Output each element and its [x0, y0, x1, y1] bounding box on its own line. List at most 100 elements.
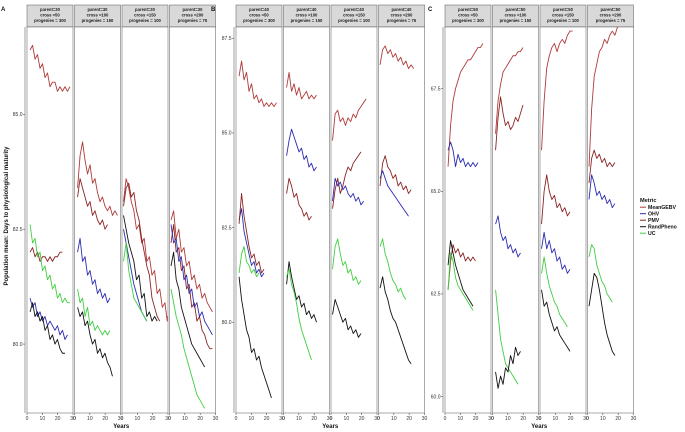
legend-label-uc: UC — [648, 231, 656, 237]
x-tick-label: 0 — [539, 416, 542, 422]
x-tick-label: 10 — [182, 416, 188, 422]
facet-strip-label: cross =50 — [249, 13, 269, 18]
series-line-ohv — [170, 224, 213, 336]
series-line-uc — [170, 288, 206, 409]
facet-strip-label: parent=40 — [297, 7, 318, 12]
x-axis-label: Years — [531, 424, 548, 430]
panel-label: A — [1, 7, 6, 13]
facet-strip-label: cross =200 — [391, 13, 413, 18]
series-line-ohv — [495, 215, 521, 258]
series-line-ohv — [379, 170, 409, 217]
series-line-randpheno — [238, 276, 272, 399]
facet-plot-area — [539, 26, 587, 414]
x-tick-label: 30 — [536, 416, 542, 422]
series-line-pmv — [588, 149, 616, 184]
legend-label-meangebv: MeanGEBV — [648, 205, 677, 211]
series-line-uc — [29, 224, 70, 304]
y-tick-label: 85.0 — [13, 112, 23, 118]
y-tick-label: 82.5 — [222, 225, 232, 231]
series-line-ohv — [541, 231, 571, 274]
facet-strip-label: progenies = 150 — [82, 18, 114, 23]
y-tick-label: 67.5 — [431, 86, 441, 92]
series-line-randpheno — [447, 240, 474, 307]
series-line-randpheno — [123, 215, 158, 322]
legend-label-pmv: PMV — [648, 218, 660, 224]
facet-strip-label: progenies = 75 — [178, 18, 208, 23]
series-line-meangebv — [286, 71, 317, 100]
series-line-meangebv — [238, 60, 277, 107]
series-line-uc — [447, 252, 474, 311]
x-tick-label: 30 — [374, 416, 380, 422]
x-axis-label: Years — [113, 424, 130, 430]
series-line-meangebv — [77, 141, 118, 216]
facet-plot-area — [169, 26, 216, 414]
legend-label-ohv: OHV — [648, 212, 660, 218]
x-tick-label: 20 — [359, 416, 365, 422]
x-tick-label: 10 — [553, 416, 559, 422]
series-line-randpheno — [495, 346, 521, 389]
x-tick-label: 0 — [168, 416, 171, 422]
series-line-uc — [238, 246, 260, 278]
series-line-uc — [77, 288, 111, 336]
facet-strip-label: parent=50 — [601, 7, 622, 12]
x-tick-label: 20 — [568, 416, 574, 422]
series-line-meangebv — [495, 47, 524, 134]
series-line-meangebv — [332, 98, 367, 141]
x-tick-label: 0 — [586, 416, 589, 422]
facet-plot-area — [587, 26, 634, 414]
legend-label-randpheno: RandPheno — [648, 225, 677, 231]
series-line-randpheno — [286, 261, 317, 323]
series-line-randpheno — [588, 272, 616, 356]
x-tick-label: 20 — [406, 416, 412, 422]
series-line-uc — [286, 268, 312, 361]
series-line-uc — [332, 238, 362, 285]
y-tick-label: 60.0 — [431, 394, 441, 400]
series-line-pmv — [170, 224, 213, 350]
x-axis-label: Years — [322, 424, 339, 430]
series-line-pmv — [332, 151, 362, 209]
facet-strip-label: progenies = 100 — [129, 18, 161, 23]
series-line-pmv — [447, 244, 476, 290]
facet-plot-area — [26, 26, 74, 414]
facet-plot-area — [378, 26, 425, 414]
x-tick-label: 30 — [279, 416, 285, 422]
x-tick-label: 10 — [600, 416, 606, 422]
facet-strip-label: parent=30 — [40, 7, 61, 12]
series-line-pmv — [29, 247, 63, 262]
x-tick-label: 0 — [491, 416, 494, 422]
x-tick-label: 30 — [422, 416, 428, 422]
series-line-ohv — [447, 141, 479, 168]
series-line-ohv — [238, 208, 265, 278]
x-tick-label: 30 — [583, 416, 589, 422]
x-tick-label: 20 — [520, 416, 526, 422]
x-tick-label: 10 — [505, 416, 511, 422]
x-tick-label: 30 — [165, 416, 171, 422]
facet-strip-label: parent=30 — [135, 7, 156, 12]
x-tick-label: 10 — [87, 416, 93, 422]
x-tick-label: 0 — [73, 416, 76, 422]
y-tick-label: 82.5 — [13, 227, 23, 233]
series-line-randpheno — [170, 251, 206, 368]
series-line-uc — [541, 256, 568, 328]
series-line-ohv — [29, 298, 68, 340]
facet-strip-label: parent=40 — [344, 7, 365, 12]
facet-plot-area — [444, 26, 492, 414]
series-line-meangebv — [29, 44, 71, 92]
series-line-ohv — [588, 174, 616, 209]
series-line-meangebv — [123, 178, 168, 322]
series-line-meangebv — [170, 210, 213, 313]
y-tick-label: 85.0 — [222, 131, 232, 137]
y-tick-label: 80.0 — [13, 342, 23, 348]
x-tick-label: 0 — [330, 416, 333, 422]
series-line-meangebv — [379, 45, 415, 70]
